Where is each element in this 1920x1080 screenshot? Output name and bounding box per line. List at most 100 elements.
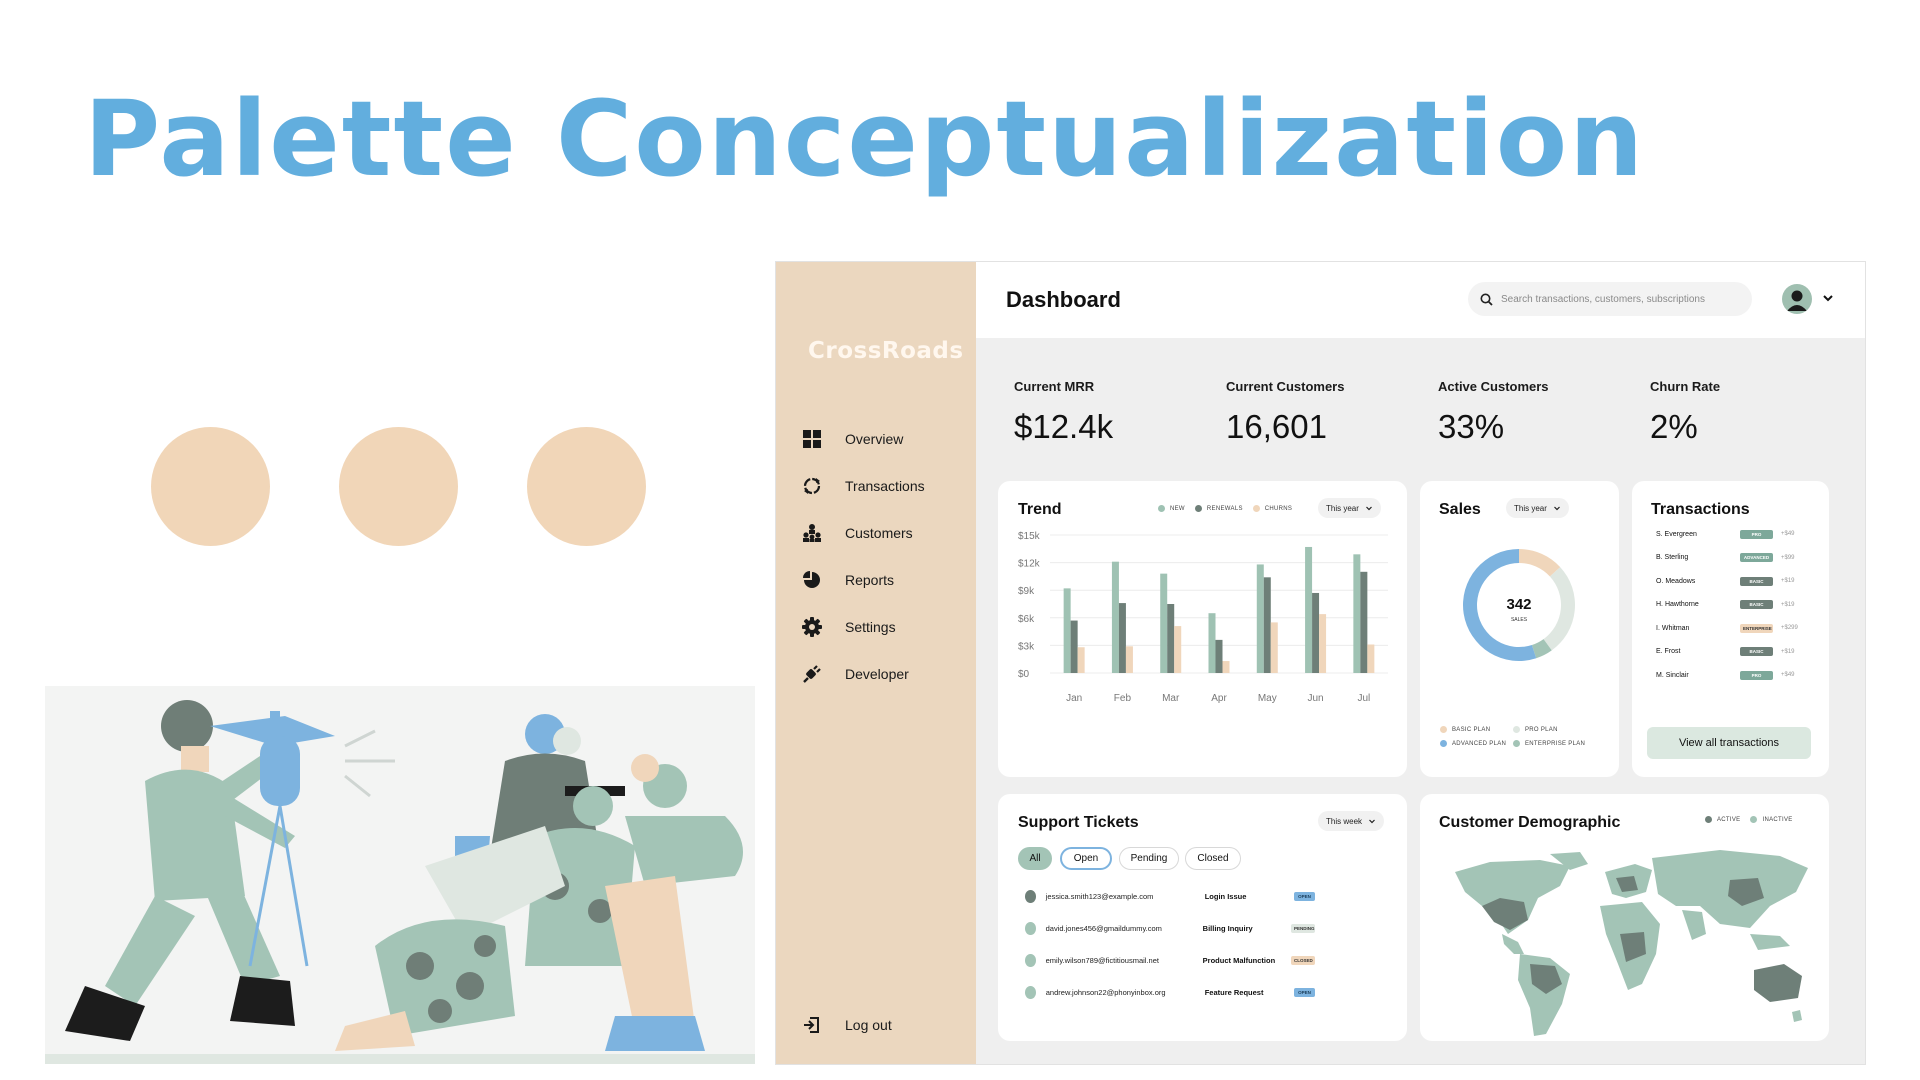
sidebar-item-reports[interactable]: Reports (802, 567, 894, 593)
donut-slice[interactable] (1543, 567, 1575, 651)
people-hierarchy-icon (802, 523, 822, 543)
bar-renewals[interactable] (1167, 604, 1175, 673)
bar-new[interactable] (1256, 564, 1264, 673)
bar-new[interactable] (1208, 613, 1216, 673)
bar-renewals[interactable] (1360, 571, 1368, 673)
transaction-row[interactable]: H. Hawthorne BASIC +$19 (1656, 598, 1802, 612)
search-icon (1480, 293, 1493, 306)
stat-value: 33% (1438, 408, 1505, 445)
transaction-name: E. Frost (1656, 648, 1681, 655)
y-tick-label: $15k (1018, 531, 1041, 542)
bar-churns[interactable] (1077, 647, 1085, 673)
sidebar-item-label: Reports (845, 572, 895, 588)
bar-churns[interactable] (1319, 614, 1327, 673)
ticket-row[interactable]: jessica.smith123@example.com Login Issue O… (1025, 889, 1316, 903)
ticket-issue: Feature Request (1204, 987, 1264, 997)
avatar[interactable] (1782, 284, 1812, 314)
bar-new[interactable] (1353, 554, 1361, 673)
view-all-transactions-button[interactable]: View all transactions (1647, 727, 1811, 759)
donut-slice[interactable] (1463, 549, 1537, 661)
y-tick-label: $12k (1018, 559, 1041, 570)
search-placeholder: Search transactions, customers, subscrip… (1501, 293, 1705, 305)
bar-renewals[interactable] (1070, 620, 1078, 673)
transaction-amount: +$19 (1781, 601, 1795, 608)
transaction-row[interactable]: I. Whitman ENTERPRISE +$299 (1656, 621, 1802, 635)
filter-all[interactable]: All (1018, 847, 1052, 870)
transaction-row[interactable]: B. Sterling ADVANCED +$99 (1656, 551, 1802, 565)
x-tick-label: Jun (1308, 693, 1324, 704)
bar-churns[interactable] (1270, 622, 1278, 673)
period-dropdown[interactable]: This year (1506, 498, 1569, 518)
bar-renewals[interactable] (1312, 592, 1320, 673)
sidebar-item-overview[interactable]: Overview (802, 426, 903, 452)
world-map (1455, 850, 1808, 1036)
ticket-row[interactable]: emily.wilson789@fictitiousmail.net Produc… (1025, 953, 1315, 967)
filter-pending[interactable]: Pending (1119, 847, 1179, 870)
transaction-amount: +$99 (1781, 554, 1795, 561)
sidebar-item-customers[interactable]: Customers (802, 520, 913, 546)
user-icon (1787, 290, 1807, 311)
transaction-amount: +$19 (1781, 578, 1795, 584)
sidebar: CrossRoads Overview Transactions Custome… (776, 262, 976, 1064)
sidebar-item-developer[interactable]: Developer (802, 661, 909, 687)
ticket-avatar (1025, 921, 1036, 935)
sidebar-item-label: Customers (845, 525, 913, 541)
app-logo: CrossRoads (808, 338, 964, 364)
gear-icon (802, 617, 822, 637)
sidebar-item-label: Settings (845, 619, 896, 635)
logout-label: Log out (845, 1017, 892, 1033)
plan-badge: ADVANCED (1740, 553, 1773, 562)
bar-renewals[interactable] (1263, 577, 1271, 673)
sidebar-item-settings[interactable]: Settings (802, 614, 896, 640)
transaction-row[interactable]: M. Sinclair PRO +$49 (1656, 668, 1802, 682)
filter-closed[interactable]: Closed (1185, 847, 1241, 870)
period-dropdown[interactable]: This week (1318, 811, 1385, 831)
stat-card-active-customers: Active Customers 33% (1422, 363, 1620, 464)
x-tick-label: Apr (1211, 693, 1227, 704)
legend-label: RENEWALS (1206, 505, 1243, 512)
logout-button[interactable]: Log out (802, 1012, 892, 1038)
bar-new[interactable] (1063, 588, 1071, 673)
transaction-name: B. Sterling (1656, 554, 1689, 561)
period-label: This year (1514, 503, 1547, 513)
period-label: This year (1326, 503, 1359, 513)
bar-renewals[interactable] (1215, 639, 1223, 673)
people-illustration (45, 686, 755, 1064)
transaction-amount: +$299 (1781, 625, 1798, 631)
bar-renewals[interactable] (1118, 603, 1126, 673)
bar-new[interactable] (1111, 561, 1119, 673)
card-title: Customer Demographic (1439, 814, 1621, 831)
sidebar-item-label: Overview (845, 431, 904, 447)
bar-churns[interactable] (1222, 661, 1230, 673)
ticket-avatar (1025, 889, 1036, 903)
chevron-down-icon[interactable] (1822, 292, 1834, 304)
donut-slice[interactable] (1519, 549, 1561, 577)
search-input[interactable]: Search transactions, customers, subscrip… (1468, 282, 1752, 316)
sales-card: Sales This year 342 SALES BASIC PLAN PRO … (1420, 481, 1619, 777)
ticket-email: david.jones456@gmaildummy.com (1045, 923, 1162, 933)
chevron-down-icon (1365, 506, 1372, 511)
transaction-row[interactable]: E. Frost BASIC +$19 (1656, 645, 1802, 659)
ticket-row[interactable]: andrew.johnson22@phonyinbox.org Feature R… (1025, 985, 1316, 999)
transaction-row[interactable]: S. Evergreen PRO +$49 (1656, 527, 1802, 541)
donut-center-label: SALES (1511, 617, 1528, 623)
status-badge: PENDING (1290, 923, 1315, 933)
filter-open[interactable]: Open (1060, 847, 1112, 870)
sidebar-item-transactions[interactable]: Transactions (802, 473, 925, 499)
status-badge: OPEN (1294, 891, 1316, 901)
transaction-row[interactable]: O. Meadows BASIC +$19 (1656, 574, 1802, 588)
bar-new[interactable] (1305, 546, 1313, 673)
sales-donut-chart: 342 SALES (1463, 549, 1575, 661)
plan-badge: BASIC (1740, 576, 1773, 586)
bar-new[interactable] (1160, 573, 1168, 673)
ticket-row[interactable]: david.jones456@gmaildummy.com Billing Inq… (1025, 921, 1315, 935)
bar-churns[interactable] (1125, 646, 1133, 673)
card-title: Trend (1018, 501, 1062, 518)
bar-churns[interactable] (1367, 644, 1375, 673)
transaction-amount: +$49 (1781, 672, 1795, 678)
status-badge: CLOSED (1290, 955, 1315, 965)
period-dropdown[interactable]: This year (1318, 498, 1381, 518)
donut-slice[interactable] (1531, 639, 1552, 659)
bar-churns[interactable] (1174, 626, 1182, 673)
